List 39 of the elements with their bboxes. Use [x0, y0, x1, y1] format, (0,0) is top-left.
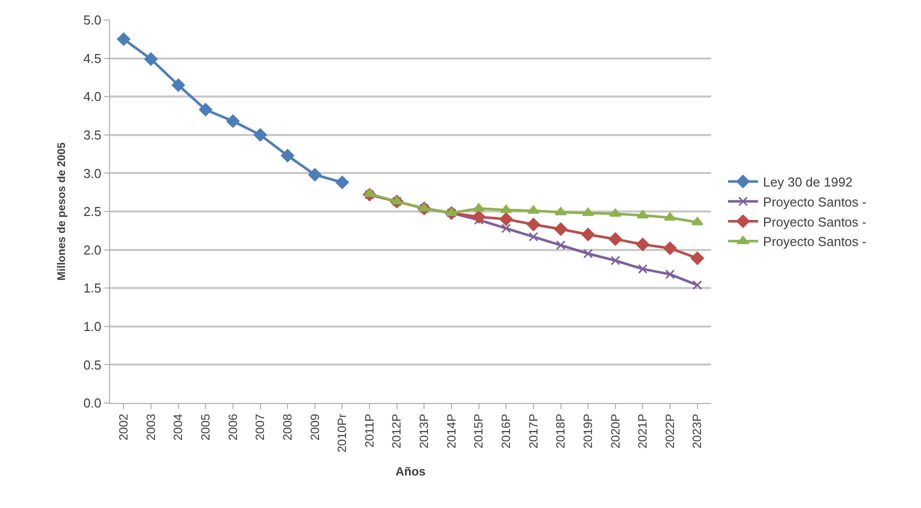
x-tick-label: 2014P: [444, 414, 458, 449]
x-tick-label: 2006: [226, 413, 240, 441]
x-tick-label: 2023P: [690, 414, 704, 449]
x-tick-label: 2003: [144, 413, 158, 441]
x-tick-label: 2018P: [554, 414, 568, 449]
y-axis-title: Millones de pesos de 2005: [56, 142, 68, 281]
x-tick-label: 2010Pr: [335, 414, 350, 453]
x-tick-label: 2011P: [362, 414, 376, 448]
x-tick-label: 2019P: [580, 414, 595, 449]
x-tick-label: 2021P: [636, 414, 650, 449]
y-tick-label: 1.0: [83, 318, 102, 334]
x-tick-label: 2008: [280, 413, 294, 441]
x-tick-label: 2005: [198, 413, 213, 441]
x-tick-label: 2013P: [417, 414, 432, 449]
y-tick-label: 0.0: [83, 396, 102, 411]
y-tick-label: 4.5: [83, 50, 102, 66]
x-tick-label: 2012P: [390, 414, 404, 449]
legend-label: Ley 30 de 1992: [763, 174, 853, 190]
legend-label: Proyecto Santos -: [763, 234, 866, 250]
x-tick-label: 2022P: [662, 414, 677, 449]
y-tick-label: 3.0: [83, 166, 102, 181]
x-tick-label: 2020P: [608, 414, 622, 449]
x-axis-title: Años: [396, 464, 426, 478]
x-tick-label: 2016P: [499, 414, 514, 449]
x-tick-label: 2015P: [472, 414, 486, 449]
x-tick-label: 2004: [171, 413, 186, 441]
y-tick-label: 1.5: [83, 280, 102, 296]
x-tick-label: 2017P: [526, 414, 540, 449]
y-tick-label: 4.0: [83, 89, 102, 104]
y-tick-label: 2.0: [83, 242, 102, 258]
x-tick-label: 2002: [116, 413, 131, 441]
x-tick-label: 2009: [308, 413, 322, 441]
y-tick-label: 3.5: [83, 127, 102, 142]
x-tick-label: 2007: [253, 413, 268, 441]
y-tick-label: 0.5: [83, 357, 102, 372]
legend-label: Proyecto Santos -: [763, 194, 866, 210]
y-tick-label: 2.5: [83, 204, 102, 220]
y-tick-label: 5.0: [83, 12, 102, 28]
legend-label: Proyecto Santos -: [763, 214, 866, 230]
